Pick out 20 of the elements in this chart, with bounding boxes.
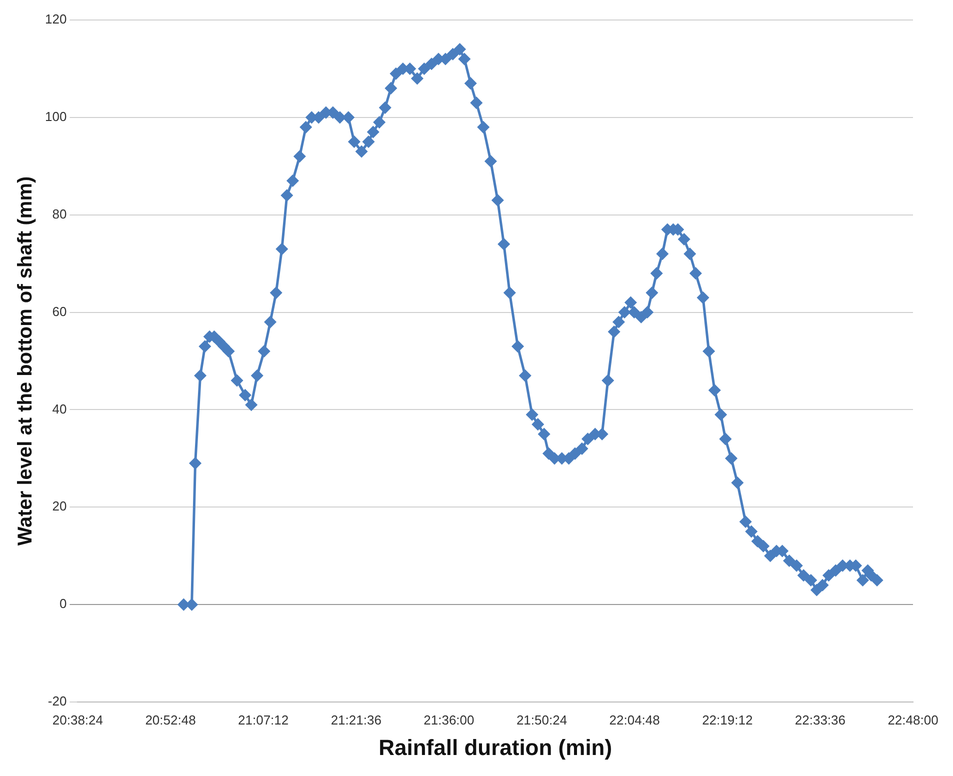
x-tick-label: 22:04:48 [609, 712, 660, 728]
x-tick-label: 21:21:36 [330, 712, 382, 728]
y-tick-label: 40 [52, 401, 67, 416]
y-tick-label: 20 [52, 498, 67, 514]
y-axis-title: Water level at the bottom of shaft (mm) [14, 176, 37, 546]
x-tick-label: 20:52:48 [145, 712, 196, 728]
y-tick-label: 60 [52, 304, 67, 319]
x-tick-label: 22:19:12 [702, 712, 753, 728]
x-tick-label: 20:38:24 [52, 712, 103, 728]
y-tick-label: 100 [44, 109, 67, 124]
x-tick-label: 21:50:24 [516, 712, 568, 728]
x-tick-label: 21:07:12 [238, 712, 289, 728]
y-tick-label: 120 [44, 12, 67, 27]
x-axis-title: Rainfall duration (min) [378, 734, 612, 760]
y-tick-label: 80 [52, 206, 67, 222]
y-tick-label: 0 [59, 596, 67, 612]
y-tick-label: -20 [48, 694, 67, 709]
x-tick-label: 22:48:00 [888, 712, 938, 728]
x-tick-label: 22:33:36 [794, 712, 846, 728]
x-tick-label: 21:36:00 [424, 712, 474, 728]
